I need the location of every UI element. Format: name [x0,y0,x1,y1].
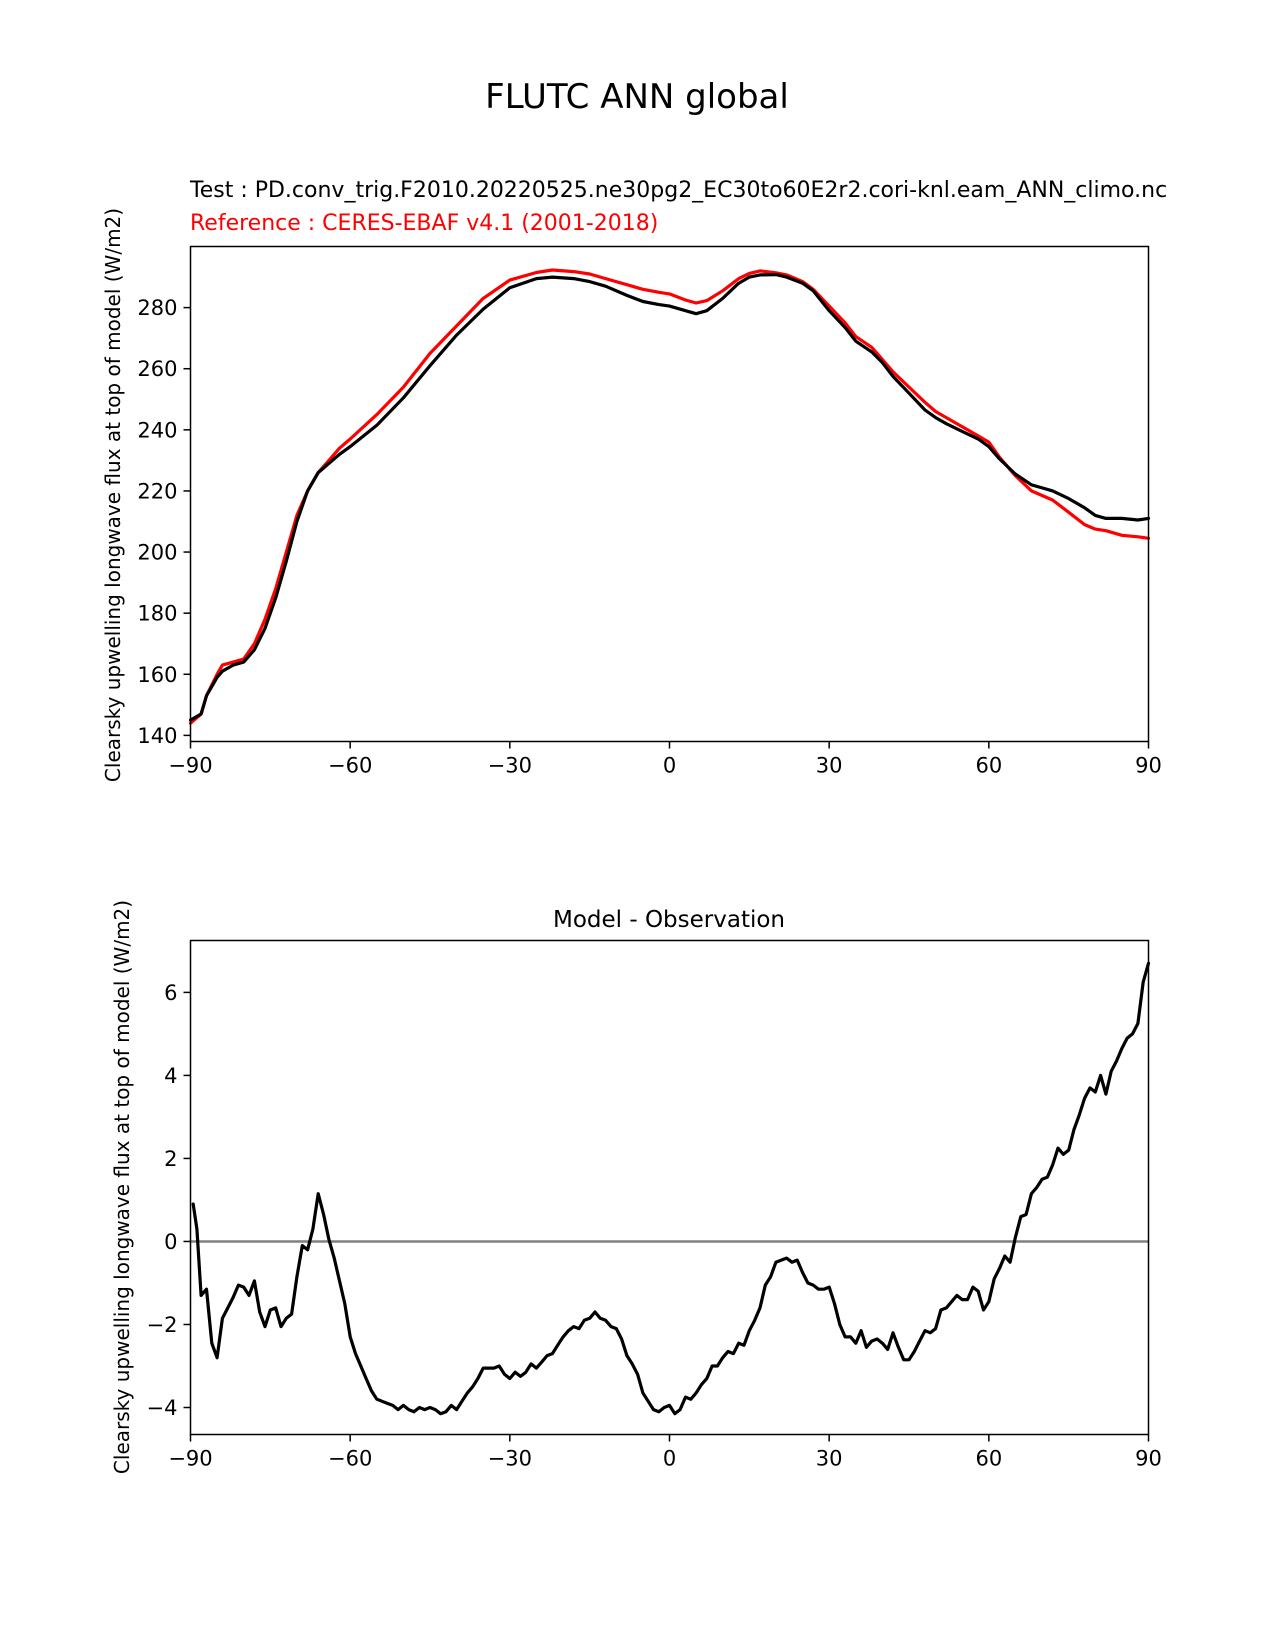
top-y-tick-label: 200 [137,541,177,565]
top-reference-title: Reference : CERES-EBAF v4.1 (2001-2018) [190,211,658,236]
bottom-x-tick-label: 90 [1135,1447,1162,1471]
top-series-line-0 [188,268,1151,725]
bottom-x-tick-label: 0 [663,1447,676,1471]
top-x-tick-label: 90 [1135,754,1162,778]
top-x-axis: −90 −60 −30 0 30 60 90 [168,741,1162,778]
top-y-tick-label: 240 [137,418,177,442]
top-test-title: Test : PD.conv_trig.F2010.20220525.ne30p… [189,178,1167,203]
bottom-x-axis: −90 −60 −30 0 30 60 90 [168,1434,1162,1471]
bottom-y-tick-label: −2 [147,1313,178,1337]
bottom-panel: Model - Observation Clearsky upwelling l… [110,900,1162,1474]
bottom-series-group [191,961,1151,1416]
bottom-series-line-0 [191,961,1151,1416]
top-series-group [188,268,1151,725]
bottom-x-tick-label: 30 [816,1447,843,1471]
bottom-x-tick-label: −30 [488,1447,532,1471]
bottom-y-tick-label: −4 [147,1396,178,1420]
bottom-y-tick-label: 6 [164,981,177,1005]
bottom-y-axis: −4 −2 0 2 4 6 [147,981,191,1420]
top-y-tick-label: 220 [137,479,177,503]
top-y-axis: 140 160 180 200 220 240 260 280 [137,296,191,748]
top-x-tick-label: 0 [663,754,676,778]
top-x-tick-label: 30 [816,754,843,778]
top-x-tick-label: −60 [328,754,372,778]
top-y-tick-label: 260 [137,357,177,381]
bottom-y-tick-label: 4 [164,1064,177,1088]
bottom-y-tick-label: 2 [164,1147,177,1171]
bottom-title: Model - Observation [553,907,785,933]
bottom-x-tick-label: 60 [975,1447,1002,1471]
bottom-plot-frame [189,939,1150,1436]
top-x-tick-label: −90 [168,754,212,778]
top-x-tick-label: 60 [975,754,1002,778]
top-y-tick-label: 280 [137,296,177,320]
top-plot-frame [189,245,1150,743]
bottom-x-tick-label: −90 [168,1447,212,1471]
top-panel: Test : PD.conv_trig.F2010.20220525.ne30p… [101,178,1167,782]
top-y-axis-label: Clearsky upwelling longwave flux at top … [101,208,125,782]
figure-title: FLUTC ANN global [485,77,789,117]
bottom-y-tick-label: 0 [164,1230,177,1254]
bottom-x-tick-label: −60 [328,1447,372,1471]
top-x-tick-label: −30 [488,754,532,778]
top-y-tick-label: 140 [137,724,177,748]
top-series-line-1 [188,273,1151,722]
bottom-y-axis-label: Clearsky upwelling longwave flux at top … [110,900,134,1474]
top-y-tick-label: 180 [137,602,177,626]
top-y-tick-label: 160 [137,663,177,687]
